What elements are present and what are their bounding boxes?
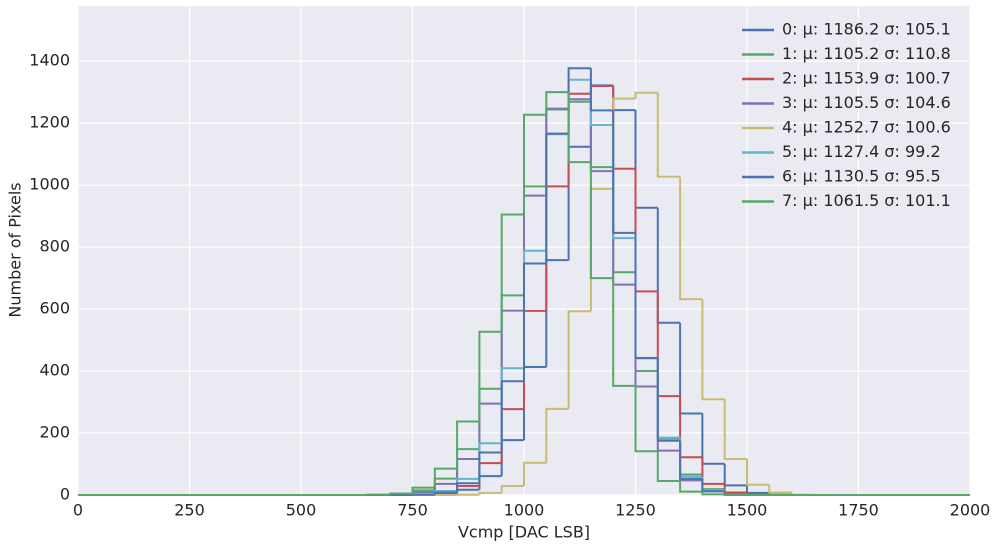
histogram-step xyxy=(523,113,547,215)
histogram-step xyxy=(500,380,524,453)
x-tick-label: 750 xyxy=(397,501,428,520)
y-axis-label: Number of Pixels xyxy=(6,182,25,317)
histogram-step xyxy=(656,358,681,442)
histogram-step xyxy=(567,310,591,409)
histogram-step xyxy=(411,486,435,494)
histogram-step xyxy=(456,482,480,493)
legend-label: 5: μ: 1127.4 σ: 99.2 xyxy=(782,142,941,161)
histogram-step xyxy=(723,399,747,461)
histogram-step xyxy=(456,420,480,469)
histogram-step xyxy=(433,467,458,488)
y-tick-label: 1400 xyxy=(29,51,70,70)
legend-label: 1: μ: 1105.2 σ: 110.8 xyxy=(782,44,951,63)
y-tick-label: 1200 xyxy=(29,113,70,132)
histogram-step xyxy=(589,68,614,112)
histogram-step xyxy=(701,299,725,401)
histogram-step xyxy=(478,330,502,422)
histogram-step xyxy=(634,385,658,453)
x-axis-label: Vcmp [DAC LSB] xyxy=(458,523,590,542)
histogram-step xyxy=(500,213,524,332)
histogram-step xyxy=(567,92,591,164)
legend-label: 7: μ: 1061.5 σ: 101.1 xyxy=(782,191,951,210)
histogram-step xyxy=(634,232,658,360)
x-tick-label: 1750 xyxy=(838,501,879,520)
legend-label: 2: μ: 1153.9 σ: 100.7 xyxy=(782,69,951,88)
histogram-step xyxy=(545,407,569,463)
histogram-step xyxy=(478,491,502,495)
histogram-step xyxy=(589,162,614,280)
histogram-step xyxy=(500,485,524,493)
y-tick-label: 1000 xyxy=(29,175,70,194)
histogram-step xyxy=(768,484,792,494)
histogram-step xyxy=(612,278,636,387)
y-tick-label: 800 xyxy=(39,237,70,256)
legend-label: 3: μ: 1105.5 σ: 104.6 xyxy=(782,93,951,112)
histogram-step xyxy=(746,459,770,486)
y-tick-label: 0 xyxy=(60,485,70,504)
legend-label: 0: μ: 1186.2 σ: 105.1 xyxy=(782,20,951,39)
histogram-step xyxy=(523,461,547,487)
histogram-step xyxy=(679,176,703,301)
x-tick-label: 0 xyxy=(73,501,83,520)
x-tick-label: 1250 xyxy=(615,501,656,520)
x-tick-label: 250 xyxy=(174,501,205,520)
histogram-step xyxy=(545,91,569,115)
histogram-step xyxy=(634,91,658,99)
histogram-step xyxy=(612,110,636,234)
x-tick-label: 500 xyxy=(286,501,317,520)
histogram-step xyxy=(656,92,681,178)
x-tick-label: 1000 xyxy=(504,501,545,520)
histogram-step xyxy=(523,262,547,382)
legend-label: 6: μ: 1130.5 σ: 95.5 xyxy=(782,167,941,186)
histogram-step xyxy=(389,492,413,495)
x-tick-label: 2000 xyxy=(950,501,991,520)
legend-label: 4: μ: 1252.7 σ: 100.6 xyxy=(782,118,951,137)
y-tick-label: 200 xyxy=(39,423,70,442)
histogram-step xyxy=(478,451,502,484)
histogram-step xyxy=(545,132,569,264)
histogram-step xyxy=(679,481,703,493)
histogram-step xyxy=(679,440,703,480)
x-tick-label: 1500 xyxy=(727,501,768,520)
histogram-step xyxy=(723,494,747,496)
y-tick-label: 600 xyxy=(39,299,70,318)
histogram-step xyxy=(656,451,681,483)
y-tick-label: 400 xyxy=(39,361,70,380)
histogram-step xyxy=(433,491,458,495)
histogram-step xyxy=(701,491,725,496)
